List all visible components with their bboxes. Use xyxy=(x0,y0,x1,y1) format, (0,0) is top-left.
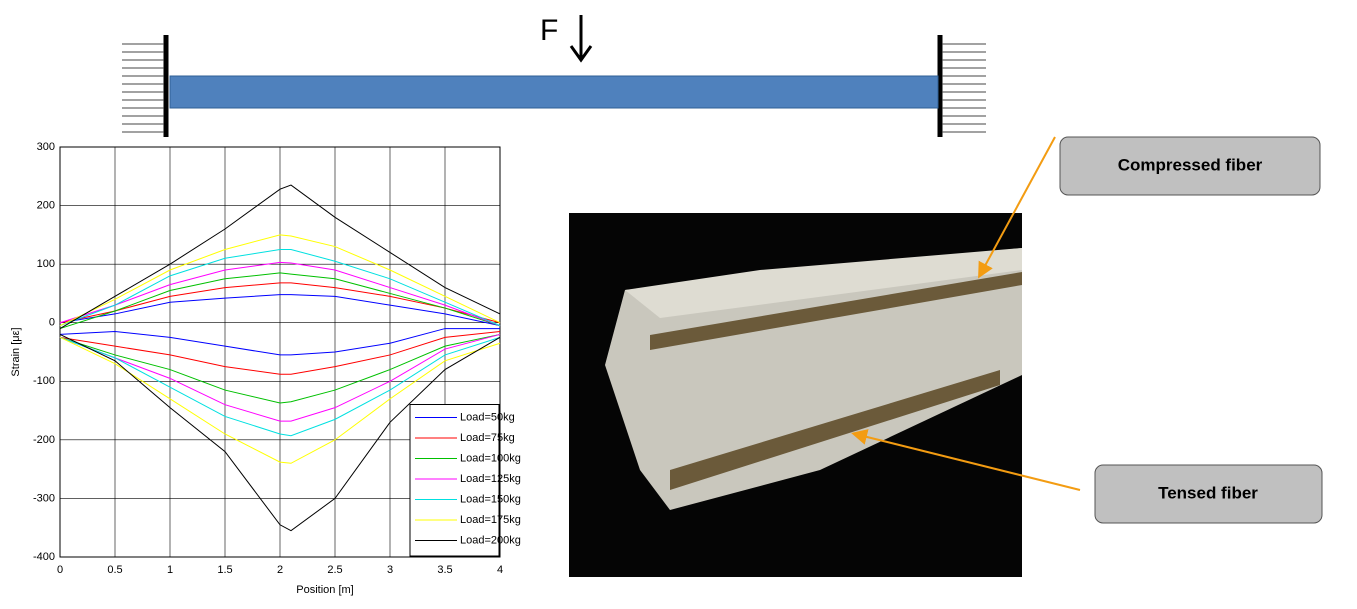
x-tick-label: 0 xyxy=(57,564,63,576)
legend-label: Load=150kg xyxy=(460,493,521,505)
photo xyxy=(569,213,1022,577)
legend-label: Load=75kg xyxy=(460,432,515,444)
x-tick-label: 3 xyxy=(387,564,393,576)
legend-label: Load=125kg xyxy=(460,473,521,485)
y-tick-label: -400 xyxy=(33,551,55,563)
x-tick-label: 1 xyxy=(167,564,173,576)
y-tick-label: -300 xyxy=(33,492,55,504)
x-axis-label: Position [m] xyxy=(296,584,353,596)
legend-label: Load=50kg xyxy=(460,411,515,423)
force-label: F xyxy=(540,14,558,47)
x-tick-label: 3.5 xyxy=(437,564,452,576)
x-tick-label: 4 xyxy=(497,564,503,576)
y-tick-label: 0 xyxy=(49,317,55,329)
y-axis-label: Strain [με] xyxy=(10,327,22,376)
y-tick-label: 100 xyxy=(37,258,55,270)
callout-text: Compressed fiber xyxy=(1118,155,1263,174)
x-tick-label: 2.5 xyxy=(327,564,342,576)
x-tick-label: 2 xyxy=(277,564,283,576)
y-tick-label: -100 xyxy=(33,375,55,387)
x-tick-label: 0.5 xyxy=(107,564,122,576)
y-tick-label: 200 xyxy=(37,199,55,211)
callout-text: Tensed fiber xyxy=(1158,483,1258,502)
figure: F Compressed fiber Tensed fiber -400 -300… xyxy=(0,0,1357,604)
legend-label: Load=200kg xyxy=(460,534,521,546)
chart: -400 -300 -200 -100 0 100 200 300 0 0.5 1 1.5 2 2.5 3 3… xyxy=(33,141,521,576)
y-tick-label: -200 xyxy=(33,434,55,446)
y-tick-label: 300 xyxy=(37,141,55,153)
legend-label: Load=175kg xyxy=(460,514,521,526)
x-tick-label: 1.5 xyxy=(217,564,232,576)
legend-label: Load=100kg xyxy=(460,452,521,464)
